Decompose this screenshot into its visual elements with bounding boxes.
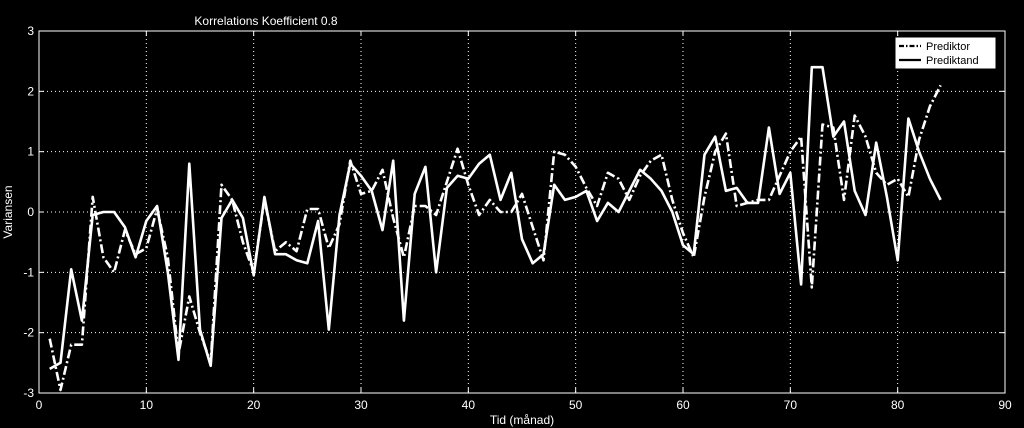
series-line-prediktand [49, 65, 942, 371]
y-axis-label: Variansen [1, 185, 15, 238]
y-tick-label: 0 [27, 205, 34, 219]
y-tick-label: 1 [27, 145, 34, 159]
x-tick-label: 80 [891, 398, 905, 412]
x-tick-label: 50 [569, 398, 583, 412]
x-tick-label: 90 [998, 398, 1012, 412]
chart-title: Korrelations Koefficient 0.8 [194, 14, 338, 28]
x-tick-label: 10 [140, 398, 154, 412]
x-tick-label: 30 [354, 398, 368, 412]
axis-ticks: 0 10 20 30 40 50 60 70 80 90 -3 -2 -1 0 1 2 3 [23, 24, 1012, 412]
x-tick-label: 70 [784, 398, 798, 412]
y-tick-label: -2 [23, 326, 34, 340]
legend-label-prediktand: Prediktand [926, 55, 979, 67]
x-tick-label: 40 [462, 398, 476, 412]
y-tick-label: 3 [27, 24, 34, 38]
x-tick-label: 60 [676, 398, 690, 412]
legend-label-prediktor: Prediktor [926, 41, 970, 53]
x-tick-label: 20 [247, 398, 261, 412]
x-axis-label: Tid (månad) [490, 413, 554, 427]
legend-box [894, 36, 997, 70]
legend: Prediktor Prediktand [894, 36, 997, 70]
series-lines [48, 65, 942, 392]
x-tick-label: 0 [36, 398, 43, 412]
y-tick-label: -1 [23, 265, 34, 279]
y-tick-label: 2 [27, 84, 34, 98]
series-line-prediktor [48, 84, 942, 392]
y-tick-label: -3 [23, 386, 34, 400]
